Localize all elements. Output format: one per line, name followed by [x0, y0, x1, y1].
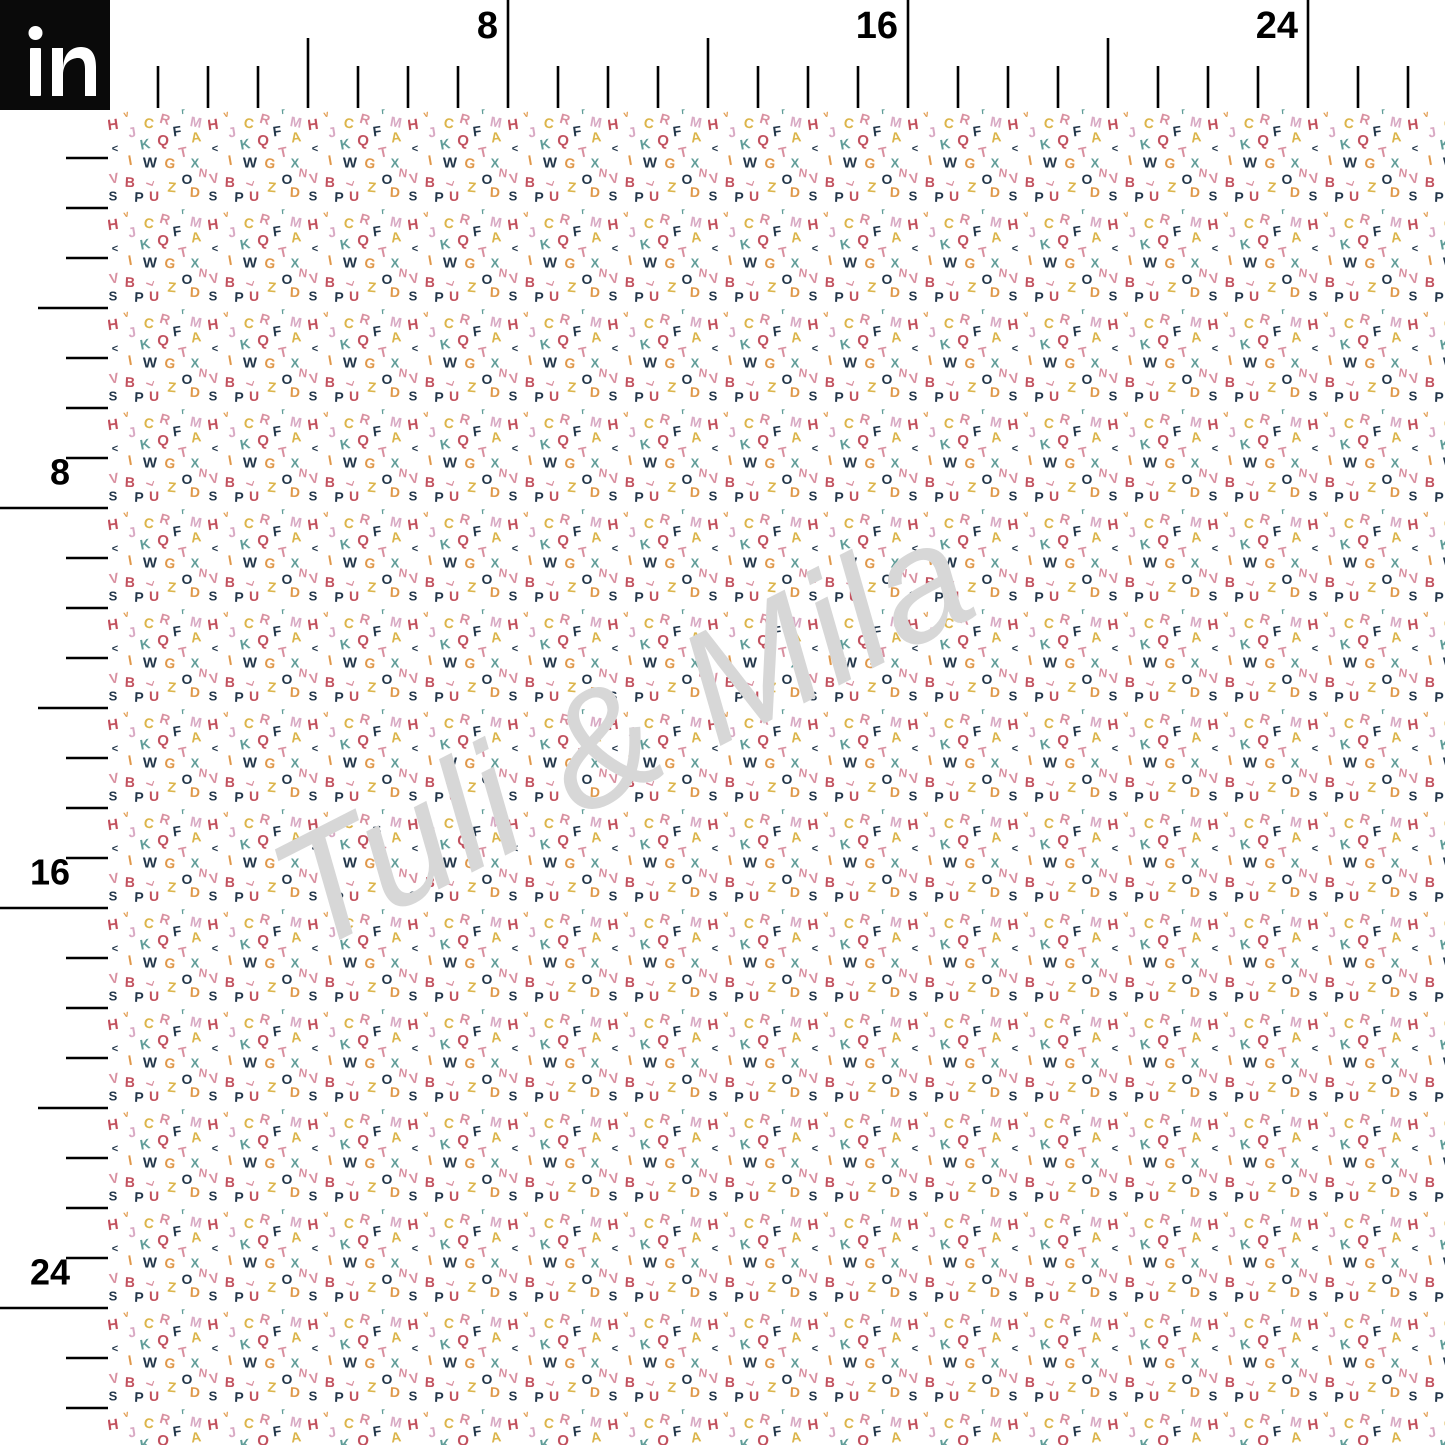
svg-text:8: 8: [477, 5, 498, 47]
svg-text:16: 16: [30, 852, 70, 893]
svg-text:16: 16: [856, 5, 898, 47]
svg-text:8: 8: [50, 452, 70, 493]
svg-text:24: 24: [30, 1252, 70, 1293]
svg-text:24: 24: [1256, 5, 1298, 47]
